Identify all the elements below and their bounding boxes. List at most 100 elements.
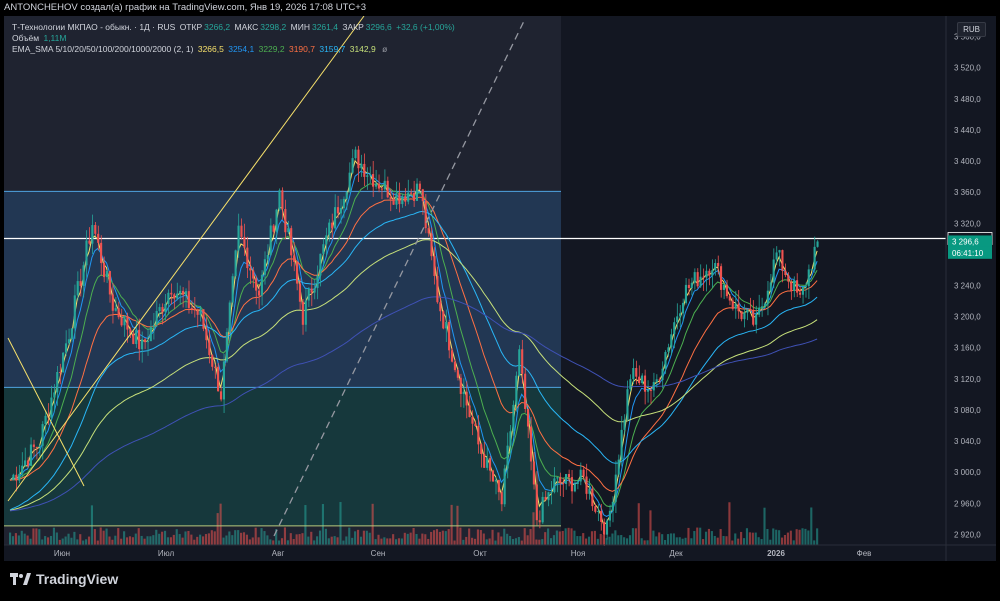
volume-bar (389, 538, 392, 545)
volume-bar (96, 540, 99, 545)
volume-bar (131, 537, 134, 545)
candle-body (725, 284, 728, 297)
candle-body (465, 391, 468, 406)
volume-bar (87, 536, 91, 545)
x-axis-tick-label: Окт (473, 549, 487, 558)
volume-bar (175, 529, 178, 545)
candle-body (275, 209, 278, 232)
tradingview-logo[interactable]: TradingView (10, 571, 118, 587)
candle-body (73, 295, 76, 329)
volume-bar (728, 502, 731, 545)
candle-body (82, 265, 85, 286)
volume-bar (392, 534, 395, 545)
candle-body (41, 424, 44, 446)
volume-bar (497, 532, 500, 545)
volume-bar (494, 540, 497, 545)
volume-bar (435, 529, 439, 545)
volume-bar (386, 538, 389, 545)
candle-body (623, 419, 626, 430)
volume-bar (810, 507, 813, 545)
candle-body (105, 271, 109, 278)
y-axis-tick-label: 3 160,0 (954, 344, 981, 353)
candle-body (681, 302, 685, 314)
volume-bar (29, 538, 32, 545)
volume-bar (158, 533, 161, 545)
candle-body (793, 280, 796, 291)
x-axis-tick-label: Фев (857, 549, 872, 558)
volume-bar (503, 528, 506, 545)
price-chart[interactable]: 3 560,0 3 520,0 3 480,0 3 440,0 3 400,0 3 360… (4, 16, 996, 561)
volume-bar (82, 540, 85, 545)
candle-body (404, 196, 407, 202)
candle-body (591, 488, 594, 507)
volume-bar (184, 531, 187, 545)
volume-bar (248, 539, 251, 545)
candle-body (734, 303, 737, 309)
currency-button[interactable]: RUB (957, 22, 986, 37)
volume-bar (547, 528, 550, 545)
y-axis-tick-label: 2 920,0 (954, 530, 981, 539)
candle-body (594, 506, 597, 512)
volume-bar (664, 539, 667, 545)
footer-bar (0, 561, 1000, 601)
candle-body (658, 379, 661, 381)
volume-bar (640, 538, 643, 545)
volume-bar (117, 528, 120, 545)
volume-bar (511, 538, 515, 545)
price-tag (948, 246, 992, 259)
volume-bar (41, 539, 44, 545)
candle-body (190, 307, 193, 309)
volume-bar (178, 534, 181, 545)
candle-body (477, 425, 480, 445)
candle-body (313, 288, 316, 293)
candle-body (260, 274, 264, 296)
volume-bar (520, 540, 523, 545)
legend-ema-label: EMA_SMA 5/10/20/50/100/200/1000/2000 (2,… (12, 44, 194, 54)
y-axis-tick-label: 3 360,0 (954, 188, 981, 197)
volume-bar (734, 533, 737, 545)
volume-bar (491, 529, 494, 545)
candle-body (670, 334, 673, 348)
candle-body (512, 404, 515, 432)
candle-body (781, 250, 784, 271)
candle-body (35, 446, 38, 448)
candle-body (79, 281, 82, 286)
volume-bar (225, 535, 228, 545)
volume-bar (49, 535, 53, 545)
volume-bar (345, 536, 348, 545)
candle-body (787, 275, 790, 282)
volume-bar (228, 531, 231, 545)
candle-body (325, 235, 328, 245)
candle-body (737, 303, 740, 312)
volume-bar (608, 536, 611, 545)
volume-bar (354, 531, 357, 545)
candle-body (760, 306, 764, 308)
volume-bar (444, 531, 447, 545)
volume-bar (242, 532, 246, 545)
candle-body (342, 198, 345, 209)
candle-body (140, 339, 144, 350)
candle-body (684, 284, 688, 303)
candle-body (401, 196, 404, 205)
candle-body (132, 333, 135, 345)
volume-bar (181, 537, 184, 545)
volume-bar (666, 534, 670, 545)
legend-open-label: ОТКР (179, 22, 203, 32)
chart-area[interactable]: 3 560,0 3 520,0 3 480,0 3 440,0 3 400,0 3 360… (4, 16, 996, 561)
candle-body (620, 429, 623, 460)
volume-bar (403, 532, 406, 545)
volume-bar (409, 532, 412, 545)
candle-body (731, 300, 734, 309)
candle-body (643, 375, 647, 392)
candle-body (810, 269, 813, 271)
volume-bar (807, 530, 810, 545)
volume-bar (20, 530, 23, 545)
volume-bar (298, 534, 301, 545)
volume-bar (193, 539, 196, 545)
candle-body (664, 351, 667, 369)
candle-body (486, 458, 489, 468)
candle-body (746, 309, 749, 313)
volume-bar (190, 534, 193, 545)
volume-bar (377, 534, 380, 545)
volume-bar (272, 540, 275, 545)
